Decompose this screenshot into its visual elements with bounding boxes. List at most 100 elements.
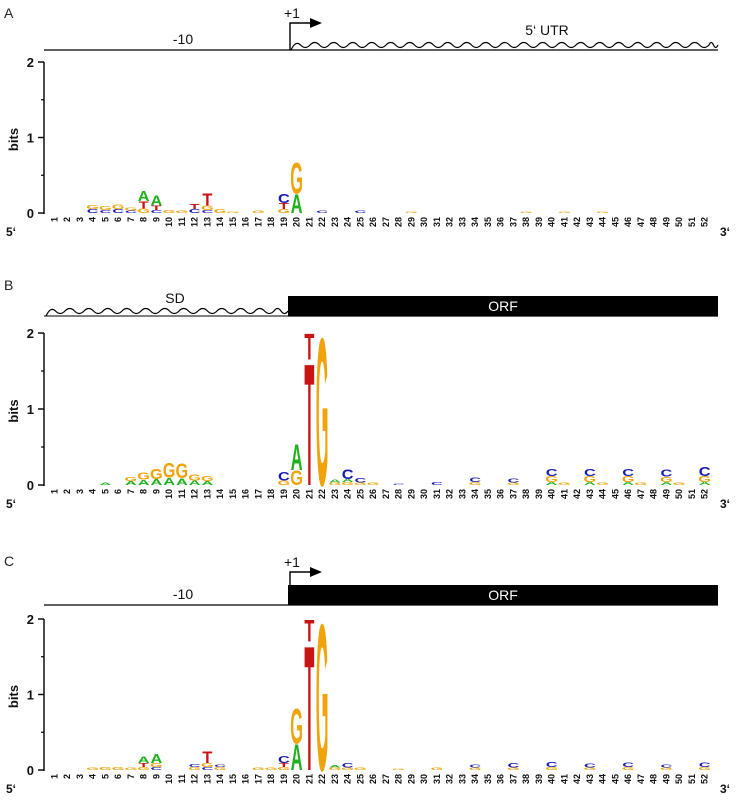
logo-letter-g: G [137, 207, 150, 214]
y-tick-label: 2 [27, 326, 34, 341]
logo-letter-g: G [367, 482, 380, 486]
logo-letter-t: T [202, 190, 213, 210]
position-label: 1 [49, 217, 59, 222]
logo-letter-g: G [354, 767, 367, 770]
position-label: 3 [75, 774, 85, 779]
logo-letter-g: G [163, 458, 176, 481]
logo-letter-g: G [622, 474, 635, 484]
logo-letter-g: G [265, 767, 278, 770]
position-label: 38 [521, 489, 531, 499]
logo-letter-g: G [545, 766, 558, 771]
panel-letter: B [4, 277, 13, 293]
position-label: 4 [88, 774, 98, 779]
position-label: 25 [355, 489, 365, 499]
position-label: 21 [304, 489, 314, 499]
x-axis: 1 2 3 4 5 6 7 8 9 10 11 12 13 14 15 16 17 18 19 20 21 22 23 24 2… [6, 774, 730, 796]
logo-letter-g: G [86, 204, 99, 210]
position-label: 8 [139, 489, 149, 494]
position-label: 19 [279, 217, 289, 227]
position-label: 43 [585, 489, 595, 499]
position-label: 31 [432, 217, 442, 227]
logo-letter-g: G [112, 204, 125, 211]
logo-letter-c: C [201, 209, 213, 214]
logo-letter-a: A [622, 481, 634, 486]
position-label: 11 [177, 489, 187, 499]
logo-letter-c: C [214, 764, 226, 767]
logo-letter-g: G [163, 209, 176, 214]
logo-letter-g: G [290, 466, 303, 489]
position-label: 25 [355, 774, 365, 784]
position-label: 22 [317, 217, 327, 227]
position-label: 14 [215, 217, 225, 227]
position-label: 35 [483, 489, 493, 499]
tss-label: +1 [284, 554, 300, 570]
logo-letter-a: A [138, 189, 150, 205]
logo-letter-g: G [316, 580, 329, 800]
x-axis: 1 2 3 4 5 6 7 8 9 10 11 12 13 14 15 16 17 18 19 20 21 22 23 24 2… [6, 489, 730, 511]
logo-letter-g: G [341, 767, 354, 770]
position-label: 36 [496, 774, 506, 784]
position-label: 12 [190, 774, 200, 784]
position-label: 35 [483, 217, 493, 227]
y-axis: 0 1 2 bits [6, 612, 45, 778]
position-label: 41 [559, 774, 569, 784]
logo-letter-g: G [214, 208, 227, 214]
logo-letter-g: G [188, 473, 201, 483]
logo-letter-c: C [469, 476, 481, 483]
region-label-right: ORF [488, 587, 518, 603]
panel-letter: C [4, 553, 14, 569]
logo-letter-a: A [201, 480, 213, 486]
logo-letter-g: G [176, 210, 189, 213]
logo-letter-g: G [469, 767, 482, 770]
position-label: 47 [636, 217, 646, 227]
logo-letter-g: G [125, 767, 138, 770]
logo-letter-c: C [125, 210, 137, 213]
logo-letter-t: T [279, 762, 290, 768]
position-label: 24 [343, 774, 353, 784]
position-label: 16 [241, 217, 251, 227]
position-label: 1 [49, 489, 59, 494]
logo-letter-g: G [252, 210, 265, 213]
logo-letter-c: C [660, 467, 672, 479]
arrow-head-icon [310, 18, 322, 28]
position-label: 48 [649, 489, 659, 499]
position-label: 46 [623, 774, 633, 784]
logo-letter-t: T [139, 762, 150, 768]
y-axis-title: bits [6, 128, 21, 151]
position-label: 11 [177, 774, 187, 784]
position-label: 2 [62, 489, 72, 494]
position-label: 31 [432, 774, 442, 784]
position-label: 20 [292, 489, 302, 499]
position-label: 22 [317, 489, 327, 499]
position-label: 25 [355, 217, 365, 227]
logo-letter-g: G [278, 479, 291, 486]
wave-line [290, 41, 719, 51]
position-label: 26 [368, 489, 378, 499]
position-label: 29 [406, 217, 416, 227]
logo-letter-c: C [431, 481, 443, 486]
position-label: 38 [521, 217, 531, 227]
y-tick-label: 2 [27, 612, 34, 627]
position-label: 44 [598, 774, 608, 784]
position-label: 35 [483, 774, 493, 784]
logo-letter-g: G [278, 766, 291, 771]
three-prime-label: 3‘ [720, 782, 730, 796]
position-label: 37 [508, 489, 518, 499]
logo-letter-a: A [150, 753, 162, 767]
y-axis-title: bits [6, 399, 21, 422]
five-prime-label: 5‘ [6, 497, 16, 511]
logo-letter-c: C [112, 208, 124, 214]
position-label: 19 [279, 774, 289, 784]
logo-letter-g: G [252, 767, 265, 770]
position-label: 50 [674, 217, 684, 227]
logo-letter-g: G [660, 476, 673, 484]
logo-letter-g: G [329, 482, 342, 486]
position-label: 7 [126, 217, 136, 222]
position-label: 28 [394, 774, 404, 784]
logo-letter-c: C [278, 193, 290, 207]
logo-letter-g: G [278, 208, 291, 214]
logo-letter-t: T [304, 608, 314, 800]
logo-letter-c: C [316, 210, 328, 213]
